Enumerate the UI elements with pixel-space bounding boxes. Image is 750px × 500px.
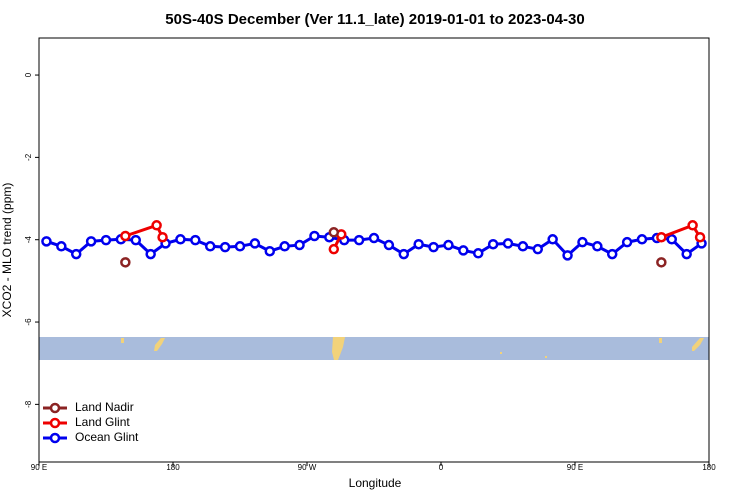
- point: [100, 234, 112, 246]
- x-tick-label: 90 E: [31, 463, 47, 472]
- point: [687, 220, 698, 231]
- point: [592, 241, 603, 252]
- series: [120, 227, 667, 268]
- point: [383, 239, 395, 251]
- point: [157, 231, 168, 243]
- point: [562, 250, 573, 261]
- point: [532, 243, 544, 255]
- point: [487, 238, 499, 250]
- point: [472, 248, 484, 259]
- point: [130, 234, 142, 246]
- point: [681, 248, 692, 260]
- point: [547, 234, 558, 245]
- legend-label: Ocean Glint: [75, 430, 139, 444]
- point: [294, 239, 305, 251]
- point: [502, 238, 514, 249]
- point: [264, 245, 276, 257]
- point: [145, 248, 156, 260]
- point: [666, 234, 678, 245]
- point: [70, 248, 82, 260]
- x-tick-label: 180: [166, 463, 180, 472]
- legend-marker: [49, 417, 61, 429]
- point: [249, 238, 261, 249]
- point: [120, 230, 131, 242]
- point: [656, 257, 667, 268]
- point: [234, 241, 246, 252]
- point: [175, 234, 186, 245]
- x-tick-label: 180: [702, 463, 716, 472]
- point: [85, 236, 97, 247]
- y-tick-label: -2: [24, 153, 33, 161]
- y-tick-label: -6: [24, 318, 33, 326]
- point: [328, 243, 340, 255]
- point: [328, 227, 340, 238]
- point: [694, 231, 706, 243]
- y-tick-label: -8: [24, 400, 33, 408]
- x-tick-label: 0: [439, 463, 444, 472]
- point: [458, 245, 469, 256]
- point: [606, 248, 618, 260]
- series: [41, 230, 707, 261]
- y-tick-label: -4: [24, 236, 33, 244]
- point: [443, 239, 454, 251]
- point: [120, 257, 131, 268]
- y-axis-label: XCO2 - MLO trend (ppm): [0, 183, 14, 318]
- chart-title: 50S-40S December (Ver 11.1_late) 2019-01…: [165, 11, 584, 28]
- point: [577, 236, 588, 248]
- point: [428, 241, 439, 253]
- y-tick-label: 0: [24, 72, 33, 77]
- point: [636, 234, 648, 245]
- point: [517, 241, 529, 252]
- point: [151, 220, 162, 231]
- map-strip: [39, 337, 709, 360]
- point: [368, 232, 380, 244]
- x-axis-label: Longitude: [349, 476, 402, 490]
- point: [41, 236, 52, 247]
- x-tick-label: 90 W: [298, 463, 317, 472]
- legend-label: Land Glint: [75, 415, 130, 429]
- point: [279, 241, 290, 252]
- legend-label: Land Nadir: [75, 400, 134, 414]
- point: [656, 231, 667, 243]
- point: [190, 234, 201, 246]
- point: [56, 241, 67, 252]
- plot-frame: [38, 37, 710, 463]
- legend-marker: [49, 432, 61, 444]
- point: [398, 248, 410, 260]
- x-tick-label: 90 E: [567, 463, 583, 472]
- point: [309, 230, 320, 242]
- point: [413, 238, 424, 250]
- ocean-strip: [39, 337, 709, 360]
- point: [219, 241, 231, 253]
- legend-marker: [49, 402, 61, 414]
- point: [204, 241, 216, 252]
- point: [621, 236, 633, 248]
- point: [353, 234, 365, 246]
